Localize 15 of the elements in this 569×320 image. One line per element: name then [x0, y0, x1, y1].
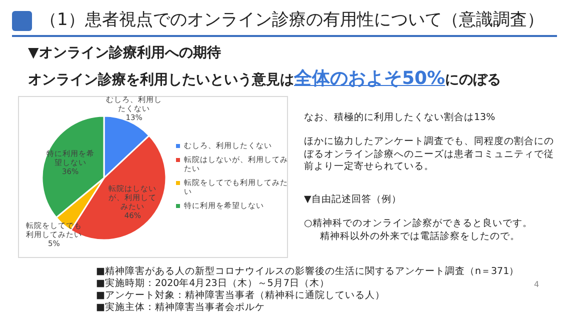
- text: 4: [534, 280, 540, 289]
- text: ○精神科でのオンライン診察ができると良いです。: [304, 218, 534, 230]
- chart-title: （1）患者視点でのオンライン診療の有用性について（意識調査）: [40, 9, 544, 31]
- text: ▼自由記述回答（例）: [304, 194, 402, 206]
- text: ■実施主体：精神障害当事者会ポルケ: [96, 301, 265, 314]
- chart-subtitle: ▼オンライン診療利用への期待: [28, 44, 221, 62]
- text: オンライン診療を利用したいという意見は: [28, 72, 294, 88]
- text: にのぼる: [445, 72, 502, 88]
- text: ほかに協力したアンケート調査でも、同程度の割合にのぼるオンライン診療へのニーズは患者コミュニティで従前より一定寄せられている。: [304, 136, 555, 174]
- text: なお、積極的に利用したくない割合は13%: [304, 112, 496, 124]
- text: 精神科以外の外来では電話診察をしたので。: [320, 231, 521, 244]
- text: ■実施時期：2020年4月23日（木）～5月7日（木）: [96, 277, 330, 290]
- text: 全体のおよそ50%: [294, 68, 446, 89]
- text: ■アンケート対象：精神障害当事者（精神科に通院している人）: [96, 289, 385, 302]
- text: ■精神障害がある人の新型コロナウイルスの影響後の生活に関するアンケート調査（n＝371）: [96, 265, 520, 278]
